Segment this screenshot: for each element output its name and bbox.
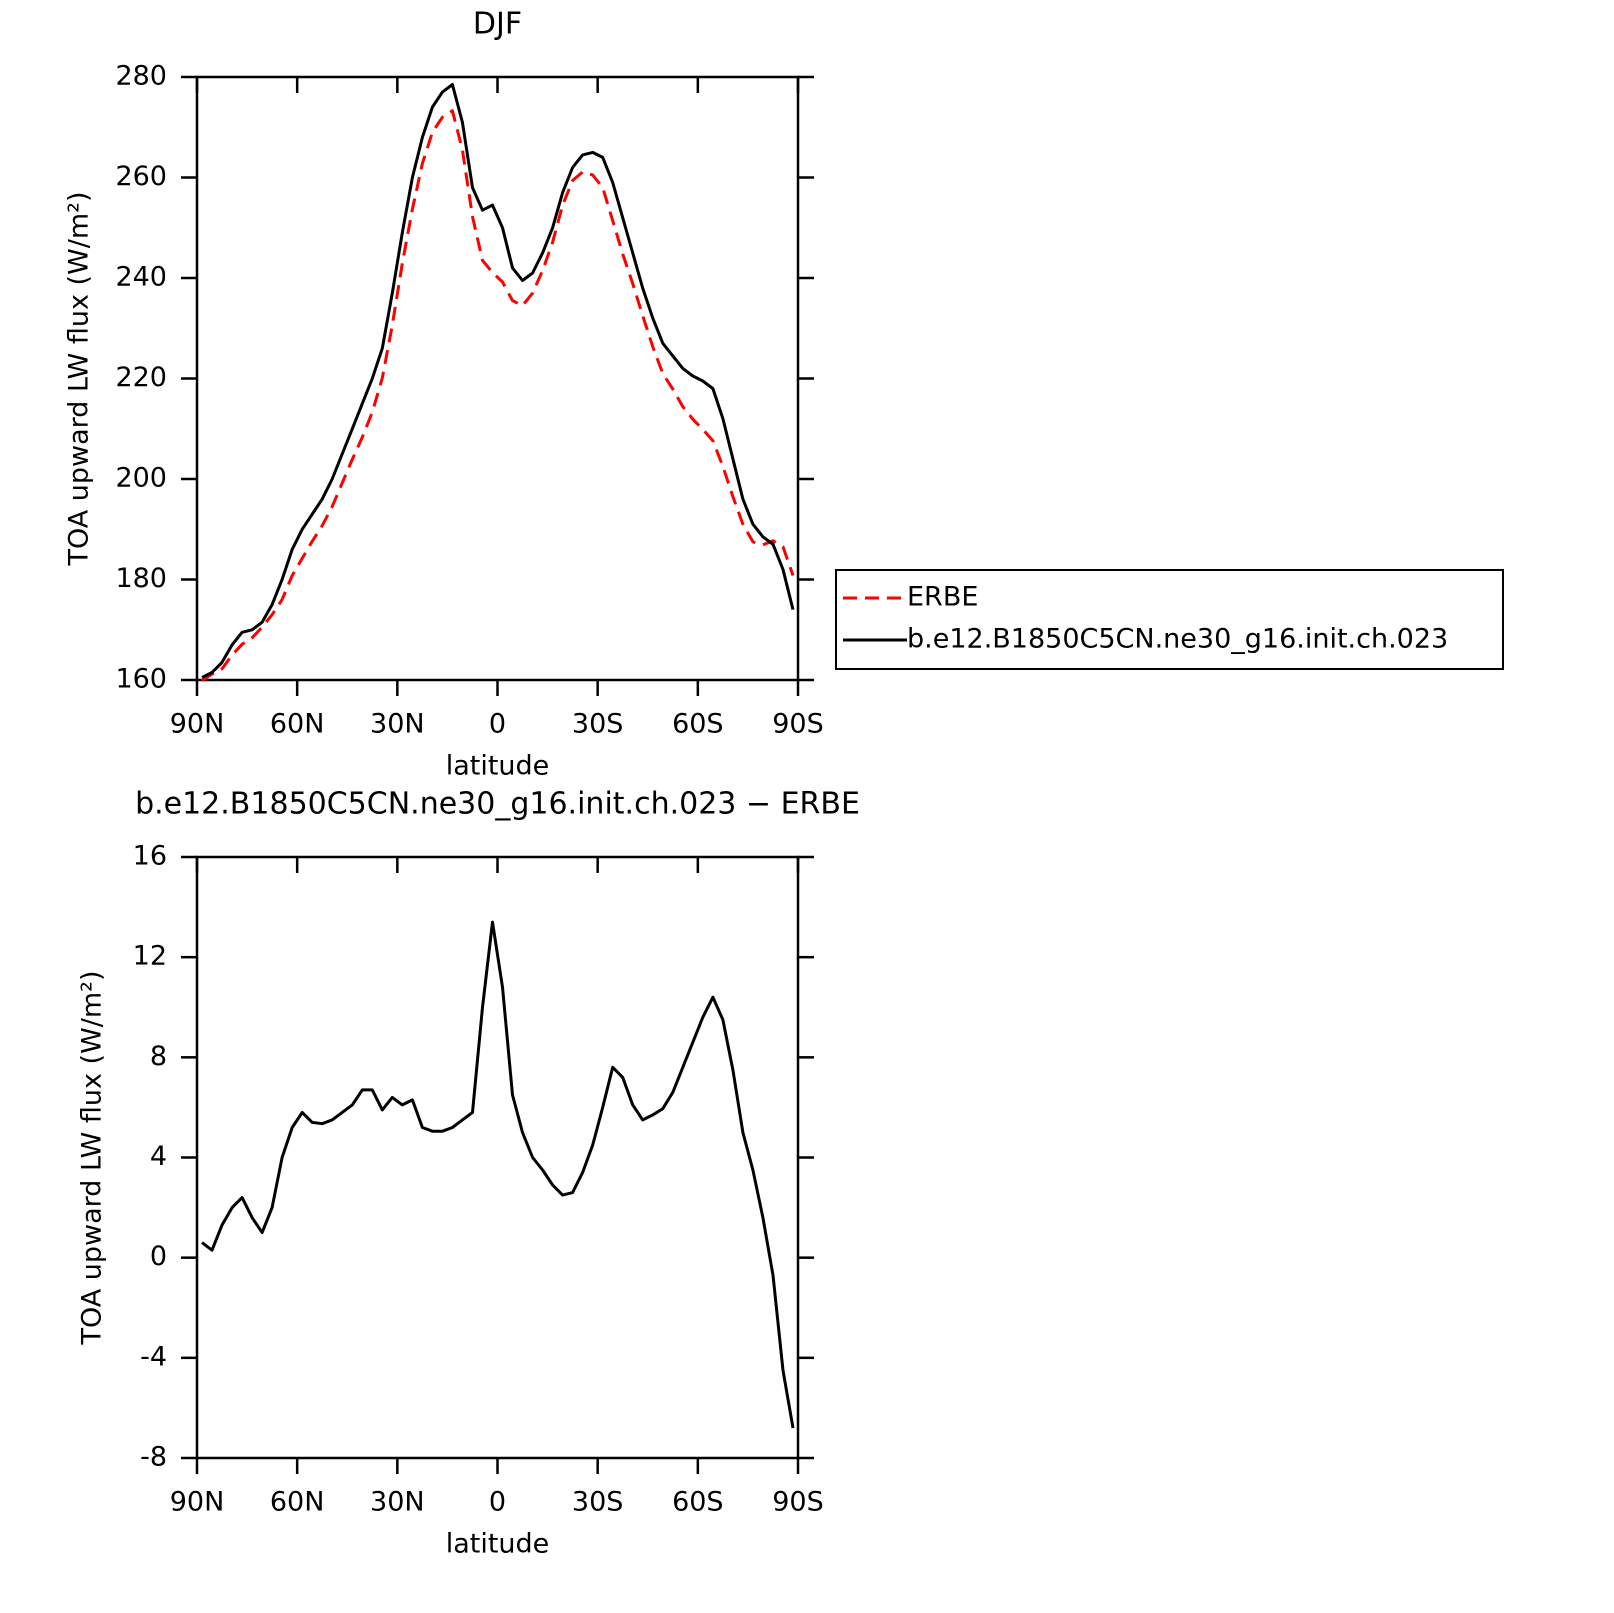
x-tick-label: 60S — [672, 709, 724, 740]
y-tick-label: -4 — [140, 1341, 167, 1372]
y-tick-label: 0 — [150, 1241, 167, 1272]
legend-box — [835, 569, 1504, 670]
y-tick-label: 260 — [115, 161, 167, 192]
x-axis-label: latitude — [446, 1529, 550, 1560]
x-axis-label: latitude — [446, 751, 550, 782]
y-tick-label: 280 — [115, 61, 167, 92]
data-line — [201, 920, 795, 1429]
x-tick-label: 90N — [170, 709, 225, 740]
x-tick-label: 90N — [170, 1487, 225, 1518]
y-tick-label: 4 — [150, 1141, 167, 1172]
legend-label: ERBE — [907, 582, 978, 613]
y-tick-label: 200 — [115, 463, 167, 494]
x-tick-label: 60N — [270, 709, 325, 740]
y-tick-label: 8 — [150, 1041, 167, 1072]
x-tick-label: 60N — [270, 1487, 325, 1518]
chart-title: DJF — [473, 7, 522, 42]
x-tick-label: 0 — [489, 1487, 506, 1518]
y-tick-label: 16 — [133, 841, 167, 872]
y-tick-label: 240 — [115, 262, 167, 293]
plot-frame — [195, 75, 800, 682]
y-tick-label: -8 — [140, 1442, 167, 1473]
x-tick-label: 30N — [370, 709, 425, 740]
x-tick-label: 0 — [489, 709, 506, 740]
data-line — [201, 109, 795, 682]
y-tick-label: 220 — [115, 362, 167, 393]
chart-title: b.e12.B1850C5CN.ne30_g16.init.ch.023 − E… — [135, 787, 860, 822]
x-tick-label: 30N — [370, 1487, 425, 1518]
y-tick-label: 12 — [133, 941, 167, 972]
x-tick-label: 90S — [772, 1487, 824, 1518]
x-tick-label: 60S — [672, 1487, 724, 1518]
data-line — [201, 83, 795, 679]
y-axis-label: TOA upward LW flux (W/m²) — [64, 191, 95, 566]
x-tick-label: 30S — [572, 709, 624, 740]
y-tick-label: 180 — [115, 563, 167, 594]
y-tick-label: 160 — [115, 664, 167, 695]
legend-label: b.e12.B1850C5CN.ne30_g16.init.ch.023 — [907, 624, 1448, 655]
x-tick-label: 30S — [572, 1487, 624, 1518]
x-tick-label: 90S — [772, 709, 824, 740]
y-axis-label: TOA upward LW flux (W/m²) — [77, 970, 108, 1345]
